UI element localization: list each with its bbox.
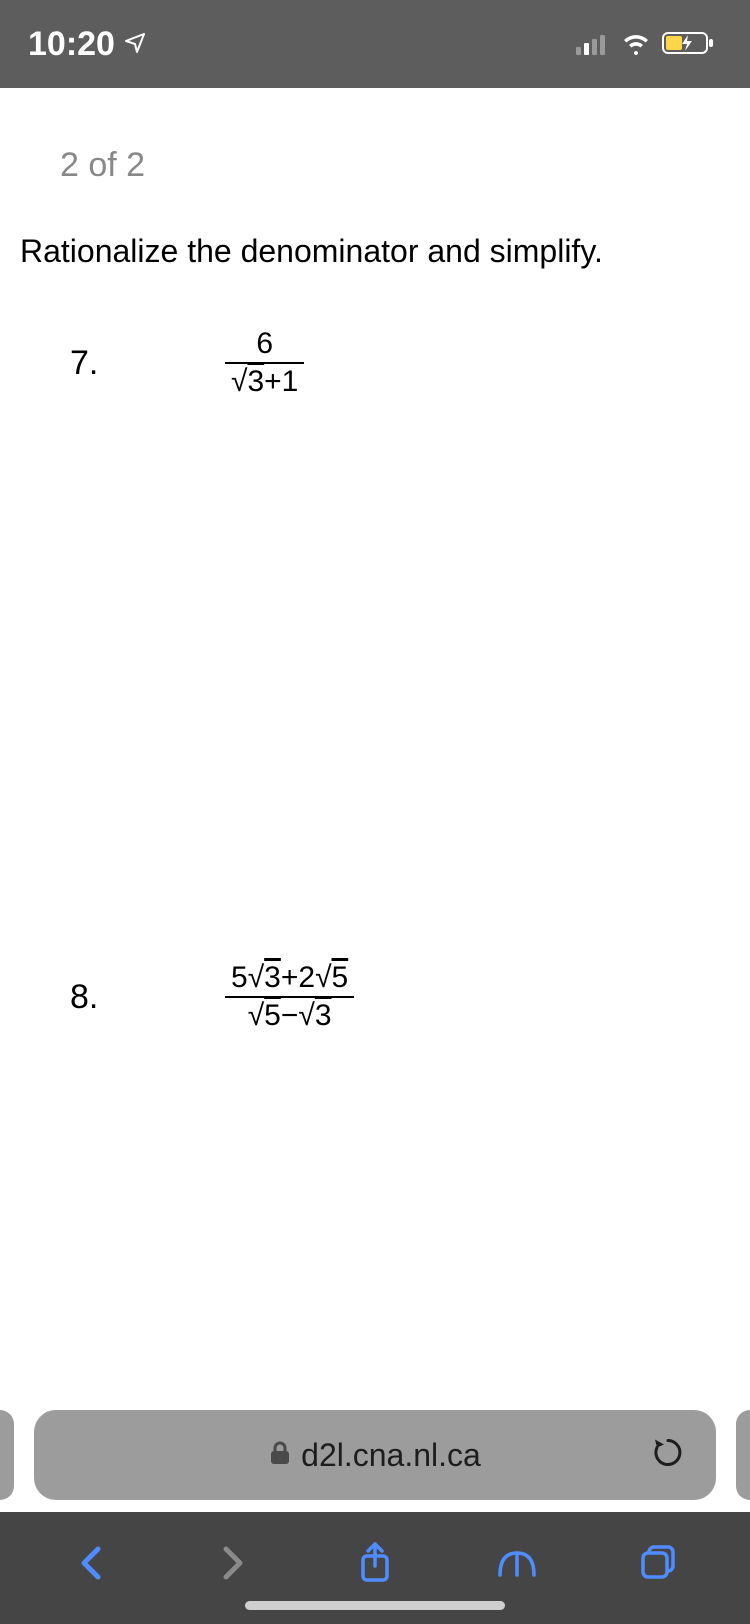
problem-number: 7. — [70, 344, 225, 383]
address-bar-area: d2l.cna.nl.ca — [0, 1410, 750, 1500]
problem-prompt: Rationalize the denominator and simplify… — [20, 233, 730, 310]
tab-peek-left[interactable] — [0, 1410, 14, 1500]
numerator: 5√3+2√5 — [225, 960, 354, 996]
home-indicator[interactable] — [245, 1601, 505, 1610]
denominator: √3+1 — [225, 362, 304, 400]
tab-peek-right[interactable] — [736, 1410, 750, 1500]
problem-8: 8. 5√3+2√5 √5−√3 — [20, 960, 730, 1034]
status-time: 10:20 — [28, 25, 115, 64]
problem-number: 8. — [70, 978, 225, 1017]
status-left: 10:20 — [28, 25, 147, 64]
address-bar[interactable]: d2l.cna.nl.ca — [34, 1410, 716, 1500]
battery-charging-icon — [662, 25, 714, 64]
cellular-icon — [576, 25, 610, 64]
denominator: √5−√3 — [225, 996, 354, 1034]
lock-icon — [269, 1440, 291, 1471]
fraction-8: 5√3+2√5 √5−√3 — [225, 960, 354, 1034]
refresh-button[interactable] — [650, 1435, 686, 1476]
document-content: 2 of 2 Rationalize the denominator and s… — [0, 88, 750, 1544]
forward-button[interactable] — [208, 1538, 258, 1588]
share-button[interactable] — [350, 1538, 400, 1588]
fraction-7: 6 √3+1 — [225, 326, 304, 400]
numerator: 6 — [225, 326, 304, 362]
status-bar: 10:20 — [0, 0, 750, 88]
page-indicator: 2 of 2 — [20, 88, 730, 233]
wifi-icon — [620, 25, 652, 64]
url-host: d2l.cna.nl.ca — [301, 1437, 481, 1474]
back-button[interactable] — [66, 1538, 116, 1588]
tabs-button[interactable] — [634, 1538, 684, 1588]
location-icon — [123, 25, 147, 64]
browser-toolbar — [0, 1512, 750, 1624]
status-right — [576, 25, 714, 64]
problem-7: 7. 6 √3+1 — [20, 326, 730, 400]
bookmarks-button[interactable] — [492, 1538, 542, 1588]
